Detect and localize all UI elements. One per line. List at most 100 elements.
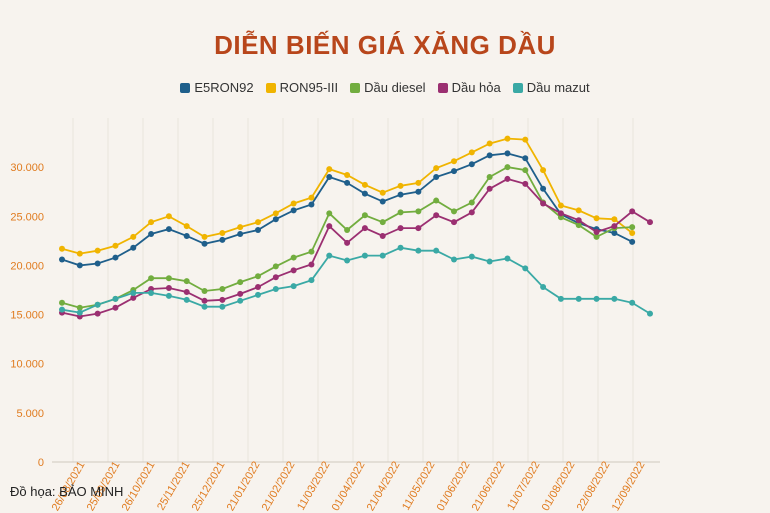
legend-item-diesel[interactable]: Dầu diesel	[350, 80, 426, 95]
data-point-hoa	[326, 223, 333, 230]
data-point-hoa	[647, 219, 653, 226]
x-tick-label: 11/07/2022	[505, 460, 543, 513]
data-point-RON95-III	[557, 202, 564, 209]
data-point-E5RON92	[272, 216, 279, 223]
data-point-RON95-III	[290, 200, 297, 207]
x-tick-label: 11/05/2022	[400, 460, 438, 513]
data-point-mazut	[451, 256, 457, 263]
series-line-E5RON92	[61, 152, 633, 267]
data-point-E5RON92	[201, 240, 208, 247]
data-point-mazut	[344, 257, 351, 264]
data-point-mazut	[59, 306, 65, 313]
data-point-hoa	[504, 175, 511, 182]
data-point-RON95-III	[629, 229, 636, 236]
data-point-E5RON92	[148, 230, 155, 237]
data-point-hoa	[94, 310, 101, 317]
data-point-hoa	[165, 285, 172, 292]
data-point-E5RON92	[540, 185, 547, 192]
data-point-E5RON92	[94, 260, 101, 267]
legend-item-e5ron92[interactable]: E5RON92	[180, 80, 254, 95]
x-tick-label: 22/08/2022	[575, 460, 613, 513]
data-point-hoa	[415, 225, 422, 232]
data-point-RON95-III	[308, 194, 315, 201]
data-point-RON95-III	[361, 181, 368, 188]
data-point-RON95-III	[94, 247, 101, 254]
data-point-mazut	[326, 252, 333, 259]
data-point-E5RON92	[344, 179, 351, 186]
legend-swatch-e5ron92	[180, 82, 191, 93]
data-point-hoa	[201, 297, 208, 304]
data-point-diesel	[397, 209, 404, 216]
data-point-diesel	[504, 164, 511, 171]
data-point-RON95-III	[451, 158, 457, 165]
data-point-RON95-III	[255, 219, 261, 226]
legend-item-hoa[interactable]: Dầu hỏa	[437, 80, 501, 95]
data-point-hoa	[451, 219, 457, 226]
data-point-hoa	[112, 304, 119, 311]
data-point-hoa	[557, 210, 564, 217]
y-tick-label: 10.000	[10, 359, 44, 371]
data-point-hoa	[593, 229, 600, 236]
data-point-diesel	[148, 275, 155, 282]
data-point-mazut	[94, 301, 101, 308]
data-point-diesel	[76, 304, 83, 311]
data-point-E5RON92	[611, 229, 618, 236]
data-point-hoa	[361, 225, 368, 232]
data-point-E5RON92	[468, 161, 475, 168]
data-point-E5RON92	[237, 230, 244, 237]
data-point-hoa	[575, 217, 582, 224]
y-tick-label: 20.000	[10, 260, 44, 272]
x-tick-label: 21/04/2022	[365, 460, 403, 513]
data-point-E5RON92	[165, 226, 172, 233]
data-point-mazut	[219, 303, 226, 310]
x-tick-label: 21/02/2022	[260, 460, 298, 513]
data-point-hoa	[629, 208, 636, 215]
legend-label-mazut: Dầu mazut	[526, 80, 590, 95]
legend-item-mazut[interactable]: Dầu mazut	[512, 80, 590, 95]
data-point-E5RON92	[361, 190, 368, 197]
data-point-diesel	[415, 208, 422, 215]
data-point-hoa	[130, 294, 137, 301]
legend-swatch-ron95	[265, 82, 276, 93]
legend-label-ron95: RON95-III	[279, 80, 339, 95]
data-point-E5RON92	[76, 262, 83, 269]
data-point-RON95-III	[433, 165, 440, 172]
data-point-mazut	[183, 296, 190, 303]
data-point-diesel	[522, 167, 529, 174]
data-point-diesel	[255, 273, 261, 280]
legend-item-ron95[interactable]: RON95-III	[265, 80, 339, 95]
data-point-RON95-III	[183, 223, 190, 230]
y-tick-label: 0	[38, 457, 44, 469]
data-point-mazut	[540, 284, 547, 291]
y-tick-label: 30.000	[10, 162, 44, 174]
data-point-mazut	[468, 253, 475, 260]
data-point-RON95-III	[201, 233, 208, 240]
y-tick-label: 15.000	[10, 310, 44, 322]
x-tick-label: 21/01/2022	[225, 460, 263, 513]
data-point-hoa	[433, 212, 440, 219]
data-point-RON95-III	[486, 140, 493, 147]
data-point-mazut	[272, 286, 279, 293]
x-tick-label: 01/04/2022	[330, 460, 368, 513]
data-point-mazut	[148, 289, 155, 296]
data-point-RON95-III	[522, 136, 529, 143]
legend-swatch-diesel	[350, 82, 361, 93]
data-point-diesel	[468, 199, 475, 206]
data-point-hoa	[397, 225, 404, 232]
data-point-mazut	[255, 291, 261, 298]
data-point-mazut	[647, 310, 653, 317]
data-point-diesel	[59, 299, 65, 306]
data-point-hoa	[255, 284, 261, 291]
data-point-E5RON92	[433, 173, 440, 180]
data-point-RON95-III	[397, 182, 404, 189]
data-point-mazut	[504, 255, 511, 262]
chart-legend: E5RON92 RON95-III Dầu diesel Dầu hỏa Dầu…	[0, 80, 770, 95]
data-point-diesel	[290, 254, 297, 261]
data-point-E5RON92	[290, 207, 297, 214]
data-point-diesel	[165, 275, 172, 282]
data-point-hoa	[290, 267, 297, 274]
data-point-RON95-III	[504, 135, 511, 142]
data-point-mazut	[415, 247, 422, 254]
data-point-E5RON92	[308, 201, 315, 208]
